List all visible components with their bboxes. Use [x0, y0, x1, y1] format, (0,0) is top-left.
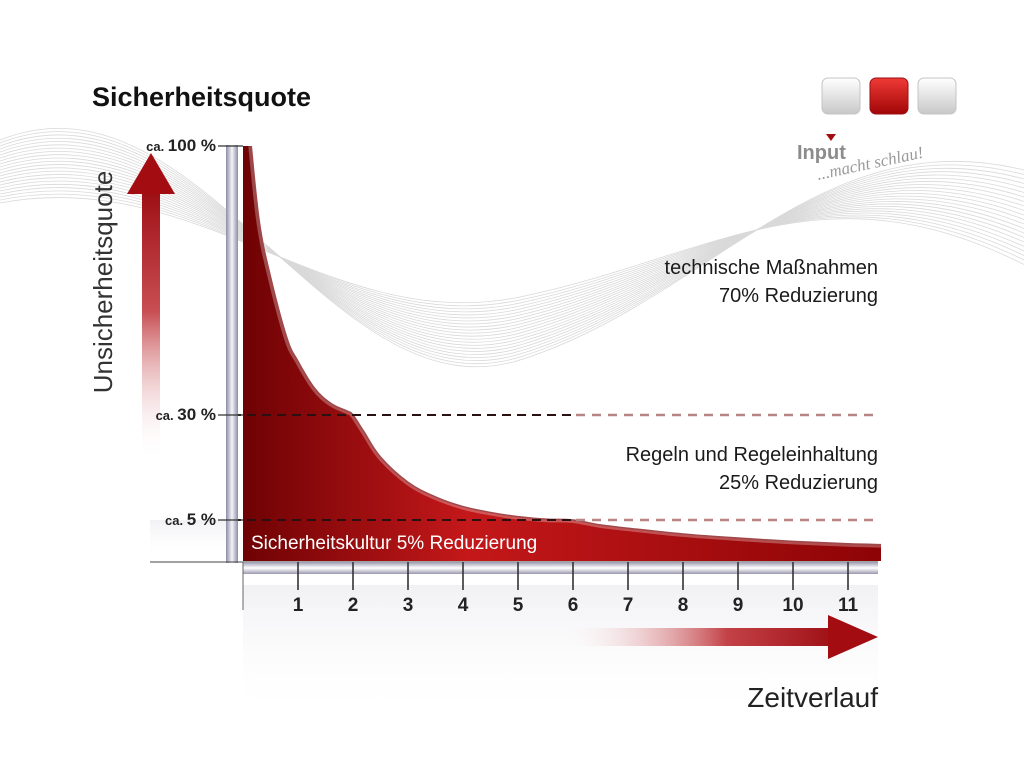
- x-tick-label: 7: [623, 595, 634, 616]
- wave-line: [0, 184, 1024, 316]
- x-axis-label: Zeitverlauf: [747, 682, 878, 713]
- wave-line: [0, 137, 1024, 358]
- wave-line: [0, 127, 1024, 368]
- x-axis-bar: [243, 562, 878, 574]
- wave-line: [0, 144, 1024, 352]
- annotation-rules: Regeln und Regeleinhaltung 25% Reduzieru…: [626, 444, 878, 494]
- page-title: Sicherheitsquote: [92, 82, 311, 112]
- logo-marker-icon: [826, 134, 836, 141]
- annotation-rules-line1: Regeln und Regeleinhaltung: [626, 444, 878, 466]
- y-ticks: ca. 100 % ca. 30 % ca. 5 %: [146, 136, 243, 529]
- wave-line: [0, 134, 1024, 362]
- y-axis-bar: [226, 145, 238, 563]
- floor-shadow-panel: [243, 585, 878, 720]
- annotation-technical-line1: technische Maßnahmen: [665, 257, 878, 279]
- annotation-technical-line2: 70% Reduzierung: [719, 285, 878, 307]
- logo: Input ...macht schlau!: [797, 77, 957, 184]
- wave-line: [0, 167, 1024, 331]
- wave-line: [0, 177, 1024, 322]
- x-tick-label: 11: [838, 595, 859, 616]
- logo-brand: Input: [797, 142, 846, 164]
- wave-line: [0, 190, 1024, 310]
- x-tick-label: 4: [458, 595, 469, 616]
- annotation-technical: technische Maßnahmen 70% Reduzierung: [665, 257, 878, 307]
- y-tick-label: ca. 30 %: [156, 405, 216, 424]
- annotation-rules-line2: 25% Reduzierung: [719, 472, 878, 494]
- wave-line: [0, 147, 1024, 349]
- wave-line: [0, 187, 1024, 313]
- wave-line: [0, 193, 1024, 307]
- wave-line: [0, 170, 1024, 328]
- annotation-culture: Sicherheitskultur 5% Reduzierung: [251, 533, 537, 554]
- series-line: [250, 145, 882, 546]
- data-area: [243, 146, 881, 561]
- x-tick-label: 8: [678, 595, 689, 616]
- logo-square-left: [821, 77, 861, 115]
- x-tick-label: 5: [513, 595, 524, 616]
- x-tick-label: 6: [568, 595, 579, 616]
- x-tick-label: 2: [348, 595, 359, 616]
- wave-line: [0, 174, 1024, 325]
- axis-shadow-panel: [150, 520, 230, 560]
- y-tick-label: ca. 5 %: [165, 510, 216, 529]
- x-tick-label: 1: [293, 595, 304, 616]
- y-axis-label: Unsicherheitsquote: [88, 171, 118, 394]
- logo-square-center: [869, 77, 909, 115]
- x-tick-label: 10: [782, 595, 803, 616]
- y-axis-arrow: [127, 153, 175, 460]
- x-ticks: 1 2 3 4 5 6 7 8 9 10 11: [293, 562, 859, 616]
- series-gloss: [248, 145, 882, 548]
- wave-line: [0, 141, 1024, 355]
- x-tick-label: 9: [733, 595, 744, 616]
- wave-line: [0, 131, 1024, 365]
- wave-line: [0, 180, 1024, 319]
- x-tick-label: 3: [403, 595, 414, 616]
- reference-lines: [232, 413, 878, 522]
- y-tick-label: ca. 100 %: [146, 136, 216, 155]
- x-axis-arrow: [560, 615, 878, 659]
- wave-line: [0, 197, 1024, 304]
- logo-square-right: [917, 77, 957, 115]
